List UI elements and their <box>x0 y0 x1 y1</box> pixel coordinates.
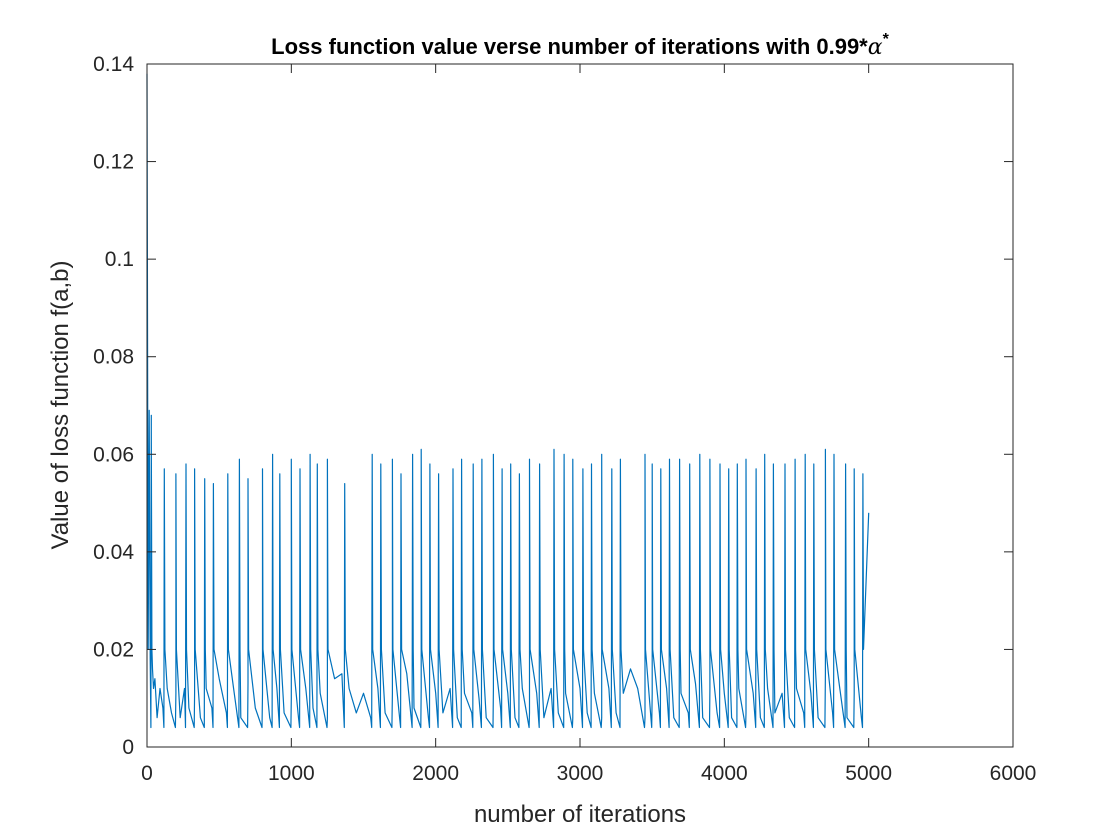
x-tick-label: 6000 <box>990 762 1037 785</box>
x-tick-label: 5000 <box>845 762 892 785</box>
chart-title-symbol: α <box>868 35 883 60</box>
y-tick-label: 0.02 <box>93 638 134 661</box>
chart-title-superscript: * <box>883 31 890 48</box>
y-tick-labels: 0 0.02 0.04 0.06 0.08 0.1 0.12 0.14 <box>93 53 134 759</box>
y-tick-label: 0.12 <box>93 151 134 174</box>
chart-title-main: Loss function value verse number of iter… <box>271 34 868 59</box>
chart-title: Loss function value verse number of iter… <box>271 31 889 60</box>
plot-area <box>147 64 1013 747</box>
x-tick-label: 2000 <box>412 762 459 785</box>
y-tick-label: 0.06 <box>93 443 134 466</box>
y-tick-label: 0 <box>122 736 134 759</box>
x-tick-label: 3000 <box>557 762 604 785</box>
y-tick-label: 0.08 <box>93 346 134 369</box>
axis-ticks <box>146 63 1014 748</box>
y-axis-label: Value of loss function f(a,b) <box>47 260 74 549</box>
x-axis-label: number of iterations <box>474 801 686 828</box>
loss-series <box>146 73 870 729</box>
x-tick-label: 0 <box>141 762 153 785</box>
x-tick-label: 4000 <box>701 762 748 785</box>
y-tick-label: 0.14 <box>93 53 134 76</box>
x-tick-labels: 0 1000 2000 3000 4000 5000 6000 <box>141 762 1036 785</box>
x-tick-label: 1000 <box>268 762 315 785</box>
y-tick-label: 0.04 <box>93 541 134 564</box>
y-tick-label: 0.1 <box>105 248 134 271</box>
loss-series-line <box>146 73 870 729</box>
